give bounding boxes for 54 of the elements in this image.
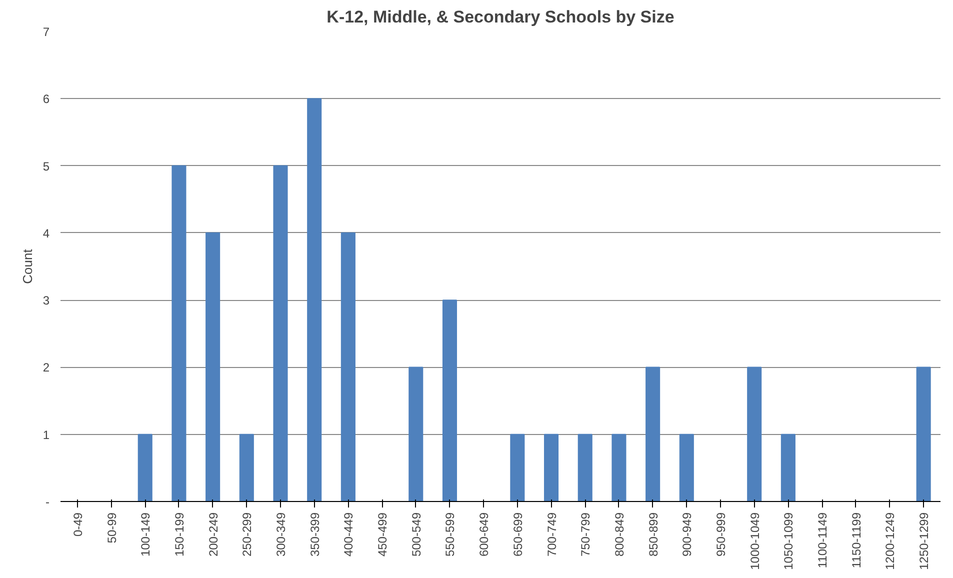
bar bbox=[916, 366, 931, 502]
y-axis-title: Count bbox=[20, 248, 35, 284]
x-tick-label: 150-199 bbox=[172, 512, 186, 557]
x-tick-label: 350-399 bbox=[308, 512, 322, 557]
bar bbox=[578, 434, 592, 502]
bar bbox=[138, 434, 152, 502]
x-tick-label: 850-899 bbox=[646, 512, 660, 557]
x-tick-label: 1000-1049 bbox=[748, 512, 762, 570]
x-tick-label: 650-699 bbox=[510, 512, 525, 557]
x-tick-label: 250-299 bbox=[240, 512, 254, 557]
x-tick-label: 900-949 bbox=[680, 512, 694, 557]
y-tick-label: - bbox=[46, 495, 50, 509]
bar bbox=[646, 366, 660, 502]
x-tick-label: 100-149 bbox=[138, 512, 153, 557]
x-tick-label: 700-749 bbox=[544, 512, 559, 557]
y-tick-label: 1 bbox=[42, 428, 50, 442]
bar bbox=[172, 165, 186, 502]
x-tick-label: 400-449 bbox=[342, 512, 356, 557]
bar bbox=[307, 98, 322, 502]
x-tick-label: 550-599 bbox=[443, 512, 458, 557]
x-tick-label: 750-799 bbox=[578, 512, 593, 557]
x-tick-label: 1150-1199 bbox=[849, 512, 864, 568]
bar bbox=[544, 434, 559, 502]
bar bbox=[239, 434, 254, 502]
x-tick-label: 600-649 bbox=[477, 512, 492, 557]
y-tick-label: 2 bbox=[42, 360, 50, 375]
bar bbox=[612, 434, 626, 502]
x-tick-label: 1200-1249 bbox=[883, 512, 898, 570]
x-tick-label: 500-549 bbox=[409, 512, 424, 557]
y-tick-label: 4 bbox=[42, 226, 50, 240]
x-tick-label: 1050-1099 bbox=[782, 512, 796, 570]
x-tick-label: 450-499 bbox=[376, 512, 390, 557]
bar bbox=[510, 434, 525, 502]
x-tick-label: 300-349 bbox=[274, 512, 288, 557]
x-tick-label: 1100-1149 bbox=[816, 512, 830, 568]
y-tick-label: 5 bbox=[42, 159, 50, 174]
x-tick-label: 0-49 bbox=[70, 512, 85, 537]
bar bbox=[206, 232, 220, 502]
y-tick-label: 7 bbox=[42, 25, 50, 39]
bar bbox=[340, 232, 356, 502]
bar bbox=[273, 165, 288, 502]
bar bbox=[747, 366, 762, 502]
x-tick-label: 950-999 bbox=[714, 512, 728, 557]
x-tick-label: 800-849 bbox=[612, 512, 626, 557]
x-tick-label: 50-99 bbox=[104, 512, 119, 544]
x-tick-label: 200-249 bbox=[206, 512, 220, 557]
bar bbox=[780, 434, 796, 502]
bar bbox=[408, 366, 424, 502]
y-tick-label: 3 bbox=[42, 294, 50, 308]
bar bbox=[442, 300, 457, 502]
y-tick-label: 6 bbox=[42, 92, 50, 106]
chart-title: K-12, Middle, & Secondary Schools by Size bbox=[326, 8, 674, 26]
x-tick-label: 1250-1299 bbox=[917, 512, 932, 570]
bar bbox=[679, 434, 694, 502]
